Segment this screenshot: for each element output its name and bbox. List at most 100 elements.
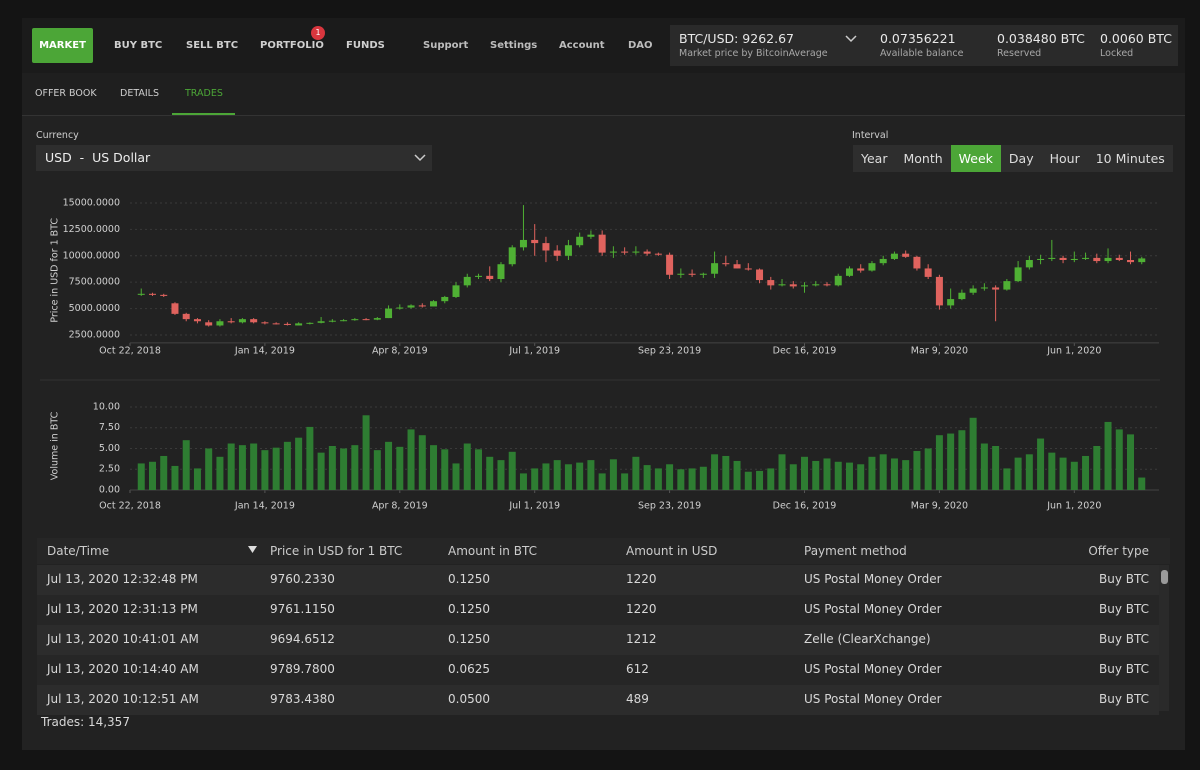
bar: [463, 443, 471, 490]
currency-select[interactable]: USD - US Dollar: [36, 145, 432, 171]
bar: [261, 450, 269, 490]
nav-portfolio[interactable]: PORTFOLIO: [260, 40, 324, 51]
table-cell: 1220: [626, 572, 657, 586]
tab-underline: [172, 113, 235, 115]
interval-button[interactable]: Hour: [1049, 151, 1080, 166]
candle-body: [182, 313, 190, 320]
table-cell: Zelle (ClearXchange): [804, 632, 931, 646]
nav-support[interactable]: Support: [423, 40, 469, 51]
column-header[interactable]: Offer type: [1088, 544, 1149, 558]
bar: [677, 469, 685, 490]
table-cell: Buy BTC: [1099, 692, 1149, 706]
candle-body: [250, 319, 258, 323]
bar: [789, 464, 797, 490]
table-row[interactable]: Jul 13, 2020 12:32:48 PM 9760.2330 0.1250 1…: [37, 565, 1159, 595]
nav-funds[interactable]: FUNDS: [346, 40, 385, 51]
table-cell: 0.1250: [448, 632, 490, 646]
nav-dao[interactable]: DAO: [628, 40, 653, 51]
candle-body: [699, 273, 707, 275]
candle-body: [654, 253, 662, 255]
column-header[interactable]: Date/Time: [47, 544, 110, 558]
candle-body: [711, 263, 719, 274]
table-cell: Buy BTC: [1099, 602, 1149, 616]
price-box[interactable]: [670, 25, 1178, 66]
bar: [879, 454, 887, 490]
candle-body: [238, 319, 246, 323]
candle-body: [924, 268, 932, 277]
candle-body: [205, 322, 213, 326]
nav-settings[interactable]: Settings: [490, 40, 538, 51]
table-cell: 612: [626, 662, 649, 676]
bar: [935, 435, 943, 490]
bar: [598, 473, 606, 490]
table-row[interactable]: Jul 13, 2020 12:31:13 PM 9761.1150 0.1250 1…: [37, 595, 1159, 625]
bar: [812, 460, 820, 490]
scrollbar[interactable]: [1159, 565, 1169, 711]
candle-body: [1048, 257, 1056, 259]
candle-body: [733, 264, 741, 269]
table-row[interactable]: Jul 13, 2020 10:12:51 AM 9783.4380 0.0500 4…: [37, 685, 1159, 715]
candle-body: [902, 253, 910, 257]
tab[interactable]: TRADES: [185, 88, 223, 99]
table-row[interactable]: Jul 13, 2020 10:14:40 AM 9789.7800 0.0625 6…: [37, 655, 1159, 685]
nav-sell[interactable]: SELL BTC: [186, 40, 239, 51]
table-row[interactable]: Jul 13, 2020 10:41:01 AM 9694.6512 0.1250 1…: [37, 625, 1159, 655]
bar: [182, 440, 190, 490]
x-tick-label: Jul 1, 2019: [508, 501, 560, 512]
candle-body: [283, 323, 291, 325]
bar: [609, 459, 617, 490]
bar: [958, 430, 966, 490]
column-header[interactable]: Payment method: [804, 544, 907, 558]
bar: [148, 461, 156, 490]
candle-body: [542, 243, 550, 251]
interval-button[interactable]: Year: [861, 151, 888, 166]
x-tick-label: Oct 22, 2018: [99, 501, 161, 512]
sort-arrow: [248, 546, 257, 553]
interval-button[interactable]: 10 Minutes: [1095, 151, 1165, 166]
bar: [744, 471, 752, 490]
bar: [902, 460, 910, 490]
candle-body: [1138, 258, 1146, 263]
nav-account[interactable]: Account: [559, 40, 605, 51]
interval-button[interactable]: Day: [1008, 151, 1034, 166]
candle-body: [148, 293, 156, 295]
candle-body: [609, 251, 617, 253]
bar: [385, 441, 393, 490]
y-tick-label: 10000.0000: [63, 250, 120, 261]
x-tick-label: Jan 14, 2019: [234, 501, 295, 512]
candle-body: [531, 239, 539, 244]
column-header[interactable]: Price in USD for 1 BTC: [270, 544, 403, 558]
bar: [1025, 454, 1033, 490]
bar: [564, 464, 572, 490]
interval-button[interactable]: Month: [903, 151, 943, 166]
column-header[interactable]: Amount in BTC: [448, 544, 537, 558]
bar: [486, 456, 494, 490]
candle-body: [935, 276, 943, 306]
candle-body: [340, 320, 348, 322]
table-cell: 1212: [626, 632, 657, 646]
candle-body: [553, 250, 561, 256]
bar: [823, 458, 831, 490]
tab[interactable]: DETAILS: [120, 88, 160, 99]
bar: [542, 463, 550, 490]
bar: [1115, 429, 1123, 490]
bar: [508, 451, 516, 490]
tab[interactable]: OFFER BOOK: [35, 88, 97, 99]
bar: [1138, 477, 1146, 490]
nav-market[interactable]: MARKET: [32, 28, 93, 63]
column-header[interactable]: Amount in USD: [626, 544, 718, 558]
bar: [834, 461, 842, 490]
candle-body: [474, 275, 482, 277]
candle-body: [992, 287, 1000, 290]
candle-body: [969, 288, 977, 293]
nav-buy[interactable]: BUY BTC: [114, 40, 163, 51]
x-tick-label: Jun 1, 2020: [1046, 346, 1101, 357]
interval-button[interactable]: Week: [950, 145, 1001, 172]
candle-body: [1115, 257, 1123, 261]
bar: [621, 473, 629, 490]
bar: [778, 454, 786, 490]
scroll-thumb[interactable]: [1161, 570, 1168, 584]
candle-body: [576, 236, 584, 246]
candle-body: [879, 258, 887, 264]
bar: [1093, 446, 1101, 490]
